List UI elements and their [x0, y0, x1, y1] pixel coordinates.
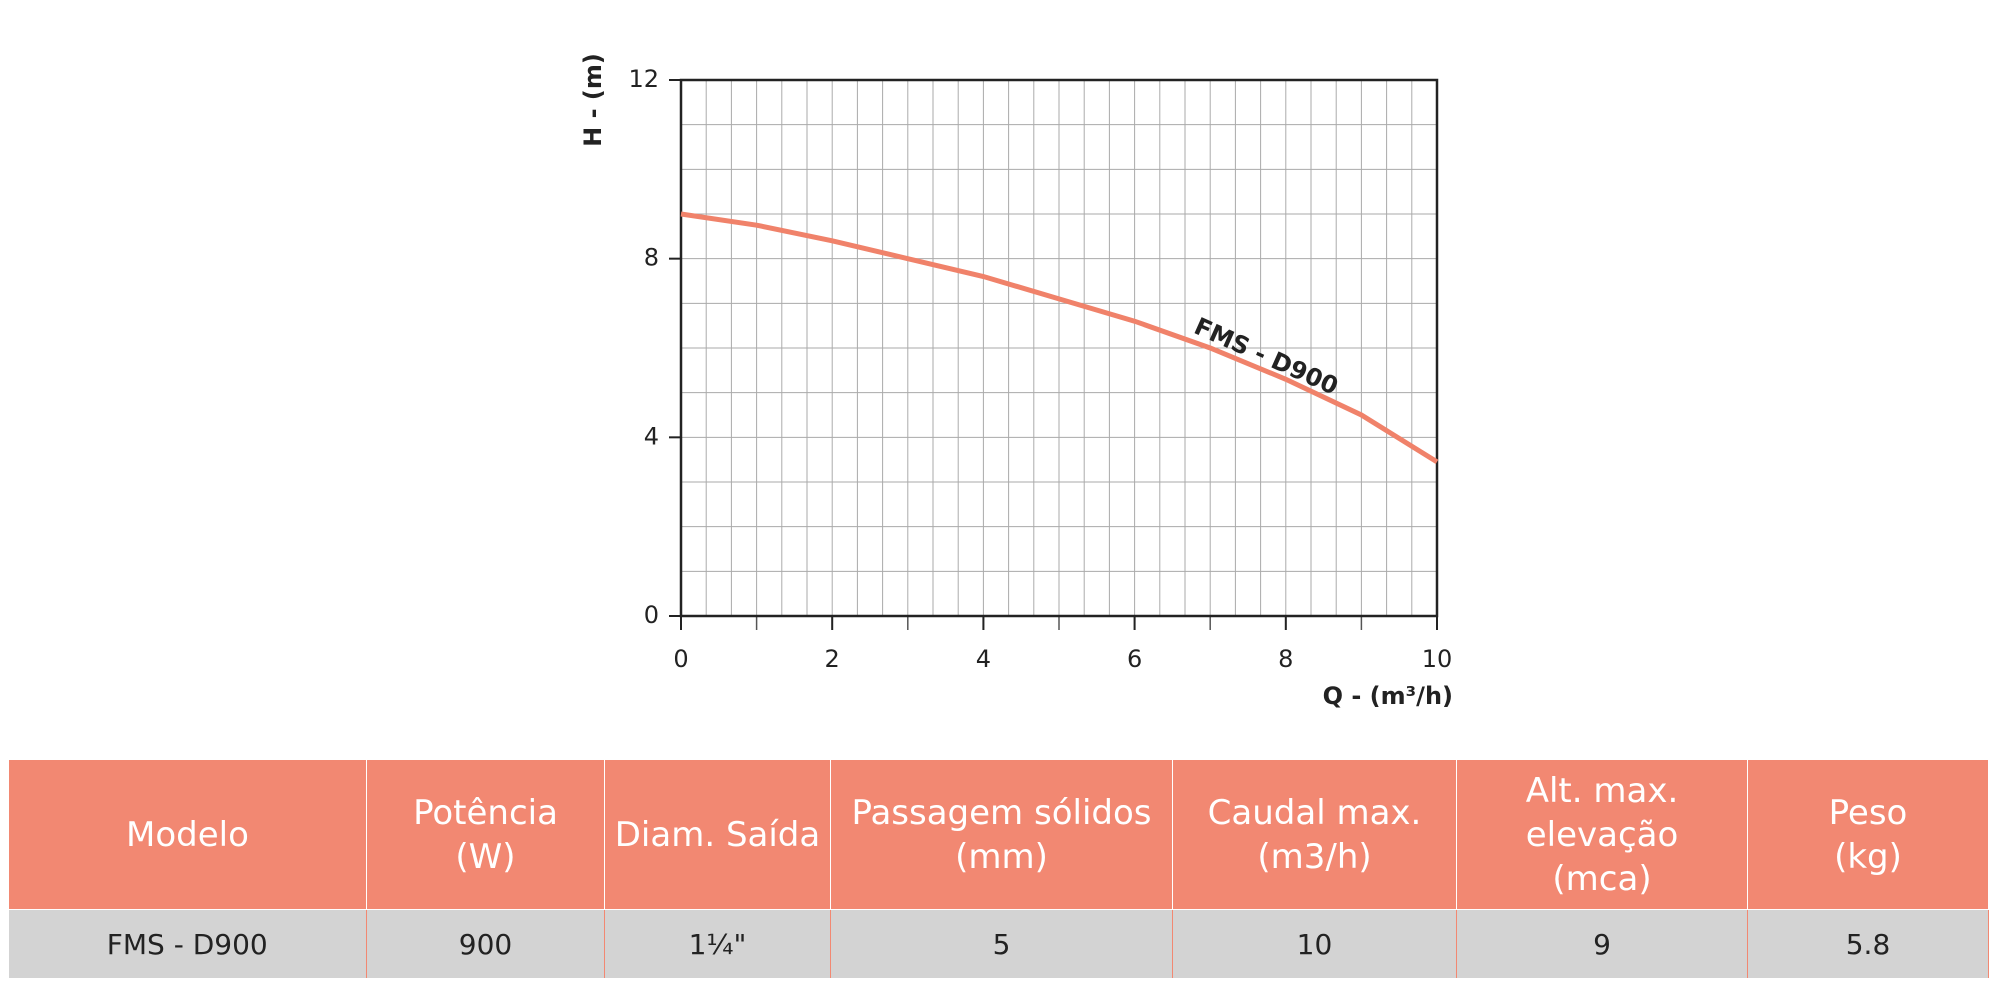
table-cell: FMS - D900	[8, 909, 367, 978]
header-cell: Modelo	[8, 759, 367, 910]
table-cell: 9	[1456, 909, 1748, 978]
x-axis-label: Q - (m³/h)	[1323, 682, 1453, 710]
header-text: Peso	[1828, 792, 1908, 833]
table-row: FMS - D900 900 1¼" 5 10 9 5.8	[8, 909, 1989, 978]
table-cell: 1¼"	[604, 909, 831, 978]
x-tick-label: 10	[1422, 645, 1453, 673]
curve	[680, 211, 1439, 465]
y-tick-label: 8	[644, 244, 659, 272]
x-tick-label: 6	[1127, 645, 1142, 673]
plot-frame	[679, 78, 1439, 618]
table-cell: 10	[1172, 909, 1457, 978]
header-cell: Peso (kg)	[1747, 759, 1989, 910]
chart: H - (m) Q - (m³/h) 0 4 8 12 0 2 4 6 8 10 FMS - D90…	[579, 53, 1453, 710]
header-row: Modelo Potência (W) Diam. Saída Passagem sól…	[8, 759, 1989, 910]
x-tick-label: 4	[976, 645, 991, 673]
header-cell: Alt. max. elevação (mca)	[1456, 759, 1748, 910]
header-text: (m3/h)	[1257, 836, 1372, 877]
x-tick-label: 2	[825, 645, 840, 673]
curve-label: FMS - D900	[1190, 312, 1342, 400]
header-text: Passagem sólidos	[851, 792, 1152, 833]
header-text: (kg)	[1834, 836, 1902, 877]
header-text: Caudal max.	[1207, 792, 1422, 833]
header-text: elevação	[1525, 814, 1679, 855]
header-cell: Passagem sólidos (mm)	[830, 759, 1173, 910]
x-tick-label: 8	[1278, 645, 1293, 673]
header-text: Potência	[413, 792, 558, 833]
header-text: Modelo	[126, 814, 249, 855]
header-text: (mm)	[955, 836, 1048, 877]
y-tick-label: 0	[644, 601, 659, 629]
header-cell: Diam. Saída	[604, 759, 831, 910]
x-tick-label: 0	[673, 645, 688, 673]
table-cell: 5	[830, 909, 1173, 978]
y-axis-label: H - (m)	[579, 53, 607, 147]
header-text: (W)	[455, 836, 516, 877]
y-tick-label: 12	[628, 65, 659, 93]
y-tick-label: 4	[644, 422, 659, 450]
spec-table: Modelo Potência (W) Diam. Saída Passagem sól…	[8, 759, 1989, 978]
table-cell: 5.8	[1747, 909, 1989, 978]
header-text: Diam. Saída	[614, 814, 821, 855]
table-cell: 900	[366, 909, 605, 978]
header-text: (mca)	[1552, 858, 1652, 899]
header-cell: Caudal max. (m3/h)	[1172, 759, 1457, 910]
header-cell: Potência (W)	[366, 759, 605, 910]
header-text: Alt. max.	[1525, 770, 1679, 811]
table-body: FMS - D900 900 1¼" 5 10 9 5.8	[8, 909, 1989, 978]
